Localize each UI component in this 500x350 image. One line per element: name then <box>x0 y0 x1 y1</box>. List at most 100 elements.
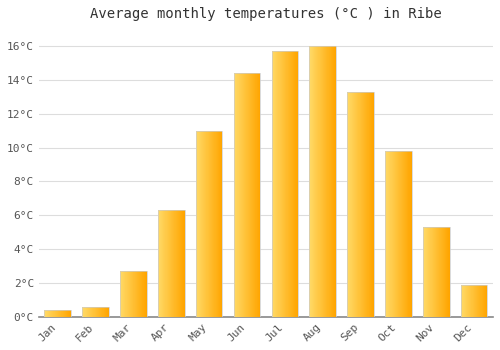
Bar <box>273 51 274 317</box>
Bar <box>399 151 400 317</box>
Bar <box>364 92 365 317</box>
Bar <box>89 307 90 317</box>
Bar <box>96 307 97 317</box>
Bar <box>253 73 254 317</box>
Bar <box>62 310 63 317</box>
Bar <box>85 307 86 317</box>
Bar <box>53 310 54 317</box>
Bar <box>392 151 393 317</box>
Bar <box>295 51 296 317</box>
Bar <box>172 210 173 317</box>
Bar <box>61 310 62 317</box>
Bar <box>60 310 61 317</box>
Bar <box>442 227 443 317</box>
Bar <box>91 307 92 317</box>
Bar <box>132 271 133 317</box>
Bar <box>425 227 426 317</box>
Bar <box>400 151 401 317</box>
Bar <box>437 227 438 317</box>
Bar <box>174 210 175 317</box>
Bar <box>353 92 354 317</box>
Bar <box>310 46 311 317</box>
Bar <box>160 210 161 317</box>
Bar <box>402 151 403 317</box>
Bar <box>445 227 446 317</box>
Bar <box>433 227 434 317</box>
Bar <box>161 210 162 317</box>
Bar <box>107 307 108 317</box>
Bar <box>82 307 83 317</box>
Bar <box>365 92 366 317</box>
Bar <box>396 151 397 317</box>
Bar <box>478 285 479 317</box>
Bar <box>320 46 321 317</box>
Bar <box>201 131 202 317</box>
Bar <box>424 227 425 317</box>
Bar <box>137 271 138 317</box>
Bar <box>481 285 482 317</box>
Bar <box>234 73 235 317</box>
Bar <box>134 271 135 317</box>
Bar <box>200 131 201 317</box>
Bar <box>476 285 477 317</box>
Bar <box>447 227 448 317</box>
Bar <box>101 307 102 317</box>
Bar <box>141 271 142 317</box>
Bar <box>397 151 398 317</box>
Bar <box>238 73 239 317</box>
Bar <box>324 46 325 317</box>
Bar <box>213 131 214 317</box>
Bar <box>86 307 87 317</box>
Bar <box>393 151 394 317</box>
Bar <box>252 73 253 317</box>
Bar <box>367 92 368 317</box>
Bar <box>407 151 408 317</box>
Bar <box>138 271 140 317</box>
Bar <box>88 307 89 317</box>
Bar <box>234 73 260 317</box>
Bar <box>359 92 360 317</box>
Bar <box>122 271 123 317</box>
Bar <box>48 310 50 317</box>
Bar <box>235 73 236 317</box>
Bar <box>120 271 146 317</box>
Bar <box>124 271 125 317</box>
Bar <box>142 271 143 317</box>
Bar <box>144 271 145 317</box>
Bar <box>387 151 388 317</box>
Bar <box>358 92 359 317</box>
Bar <box>430 227 431 317</box>
Bar <box>470 285 471 317</box>
Bar <box>463 285 464 317</box>
Bar <box>404 151 405 317</box>
Bar <box>45 310 46 317</box>
Bar <box>257 73 258 317</box>
Bar <box>249 73 250 317</box>
Bar <box>349 92 350 317</box>
Bar <box>334 46 335 317</box>
Bar <box>158 210 184 317</box>
Bar <box>279 51 280 317</box>
Bar <box>98 307 99 317</box>
Bar <box>214 131 215 317</box>
Bar <box>472 285 473 317</box>
Bar <box>292 51 293 317</box>
Bar <box>468 285 469 317</box>
Bar <box>432 227 433 317</box>
Bar <box>240 73 241 317</box>
Bar <box>466 285 467 317</box>
Bar <box>219 131 220 317</box>
Bar <box>163 210 164 317</box>
Bar <box>368 92 369 317</box>
Bar <box>286 51 287 317</box>
Bar <box>164 210 165 317</box>
Bar <box>288 51 289 317</box>
Bar <box>123 271 124 317</box>
Bar <box>51 310 52 317</box>
Bar <box>389 151 390 317</box>
Bar <box>398 151 399 317</box>
Bar <box>473 285 474 317</box>
Bar <box>391 151 392 317</box>
Bar <box>477 285 478 317</box>
Bar <box>293 51 294 317</box>
